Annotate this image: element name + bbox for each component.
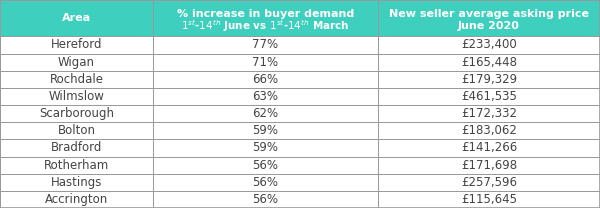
Text: Rotherham: Rotherham (44, 158, 109, 172)
Bar (153, 174, 378, 191)
Bar (378, 71, 600, 88)
Bar (378, 105, 600, 122)
Bar (153, 122, 378, 139)
Bar (153, 36, 378, 53)
Text: Area: Area (62, 13, 91, 23)
Bar (0, 191, 153, 208)
Text: Wigan: Wigan (58, 56, 95, 69)
Text: £115,645: £115,645 (461, 193, 517, 206)
Bar (378, 88, 600, 105)
Bar (0, 88, 153, 105)
Text: £141,266: £141,266 (461, 141, 517, 154)
Bar (153, 156, 378, 174)
Bar (378, 139, 600, 156)
Text: % increase in buyer demand: % increase in buyer demand (177, 9, 354, 19)
Bar (378, 122, 600, 139)
Bar (0, 174, 153, 191)
Bar (0, 54, 153, 71)
Bar (153, 139, 378, 156)
Bar (0, 36, 153, 53)
Text: £461,535: £461,535 (461, 90, 517, 103)
Text: Bolton: Bolton (58, 124, 95, 137)
Text: New seller average asking price: New seller average asking price (389, 9, 589, 19)
Text: £179,329: £179,329 (461, 73, 517, 86)
Text: £171,698: £171,698 (461, 158, 517, 172)
Text: 63%: 63% (253, 90, 278, 103)
Bar (153, 0, 378, 36)
Text: Rochdale: Rochdale (49, 73, 104, 86)
Bar (0, 156, 153, 174)
Text: Hastings: Hastings (51, 176, 102, 189)
Bar (153, 191, 378, 208)
Text: 56%: 56% (253, 193, 278, 206)
Text: 56%: 56% (253, 158, 278, 172)
Text: 59%: 59% (253, 124, 278, 137)
Bar (378, 0, 600, 36)
Text: Hereford: Hereford (51, 38, 102, 52)
Text: £172,332: £172,332 (461, 107, 517, 120)
Bar (378, 174, 600, 191)
Text: £165,448: £165,448 (461, 56, 517, 69)
Text: Accrington: Accrington (45, 193, 108, 206)
Text: £257,596: £257,596 (461, 176, 517, 189)
Bar (0, 0, 153, 36)
Bar (0, 71, 153, 88)
Text: June 2020: June 2020 (458, 21, 520, 31)
Bar (153, 54, 378, 71)
Bar (153, 88, 378, 105)
Bar (153, 105, 378, 122)
Text: 71%: 71% (253, 56, 278, 69)
Text: 77%: 77% (253, 38, 278, 52)
Text: 59%: 59% (253, 141, 278, 154)
Bar (378, 36, 600, 53)
Text: Wilmslow: Wilmslow (49, 90, 104, 103)
Text: £233,400: £233,400 (461, 38, 517, 52)
Text: Scarborough: Scarborough (39, 107, 114, 120)
Text: $1^{st}$-$14^{th}$ June vs $1^{st}$-$14^{th}$ March: $1^{st}$-$14^{th}$ June vs $1^{st}$-$14^… (181, 18, 350, 34)
Text: Bradford: Bradford (51, 141, 102, 154)
Bar (378, 191, 600, 208)
Bar (0, 139, 153, 156)
Text: £183,062: £183,062 (461, 124, 517, 137)
Text: 62%: 62% (253, 107, 278, 120)
Bar (378, 54, 600, 71)
Text: 66%: 66% (253, 73, 278, 86)
Bar (0, 122, 153, 139)
Bar (0, 105, 153, 122)
Text: 56%: 56% (253, 176, 278, 189)
Bar (153, 71, 378, 88)
Bar (378, 156, 600, 174)
